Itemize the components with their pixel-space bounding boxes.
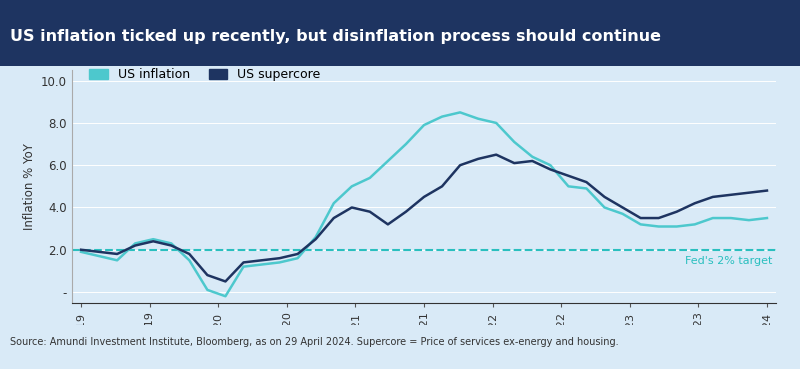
Text: Source: Amundi Investment Institute, Bloomberg, as on 29 April 2024. Supercore =: Source: Amundi Investment Institute, Blo…	[10, 337, 618, 348]
Text: US inflation ticked up recently, but disinflation process should continue: US inflation ticked up recently, but dis…	[10, 29, 661, 44]
Text: Fed's 2% target: Fed's 2% target	[685, 256, 772, 266]
Y-axis label: Inflation % YoY: Inflation % YoY	[22, 143, 35, 230]
Legend: US inflation, US supercore: US inflation, US supercore	[86, 65, 325, 85]
